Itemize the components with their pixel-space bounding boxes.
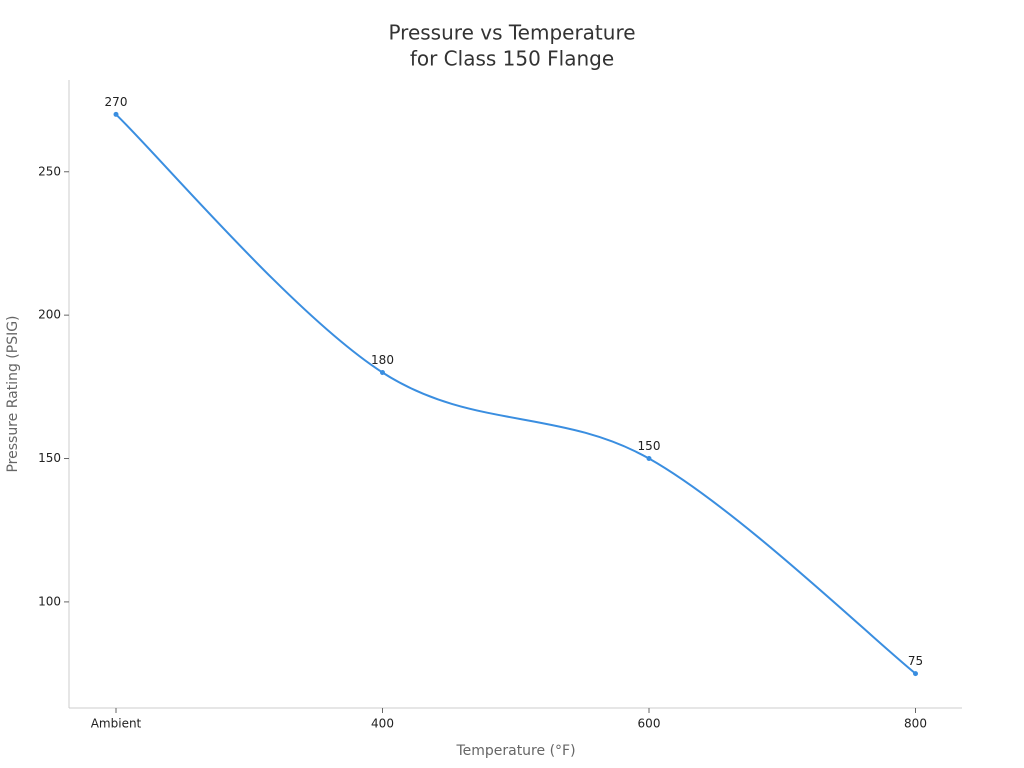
data-point <box>380 369 385 375</box>
x-tick-label: 800 <box>904 717 927 731</box>
x-tick-label: 600 <box>638 717 661 731</box>
x-axis-title: Temperature (°F) <box>455 743 575 759</box>
y-tick-label: 100 <box>38 594 61 608</box>
chart-title: Pressure vs Temperature <box>388 21 635 45</box>
data-line <box>115 113 917 675</box>
data-point <box>646 456 652 462</box>
chart-title: for Class 150 Flange <box>410 47 614 71</box>
data-point <box>113 111 119 117</box>
data-label: 180 <box>371 353 394 367</box>
x-tick-label: Ambient <box>91 717 142 731</box>
y-tick-label: 250 <box>38 164 61 178</box>
data-label: 150 <box>638 439 661 453</box>
y-tick-label: 150 <box>38 451 61 465</box>
data-label: 270 <box>105 95 128 109</box>
y-axis-title: Pressure Rating (PSIG) <box>5 315 21 472</box>
data-point <box>913 671 918 677</box>
x-tick-label: 400 <box>371 717 394 731</box>
y-tick-label: 200 <box>38 308 61 322</box>
data-label: 75 <box>908 654 923 668</box>
